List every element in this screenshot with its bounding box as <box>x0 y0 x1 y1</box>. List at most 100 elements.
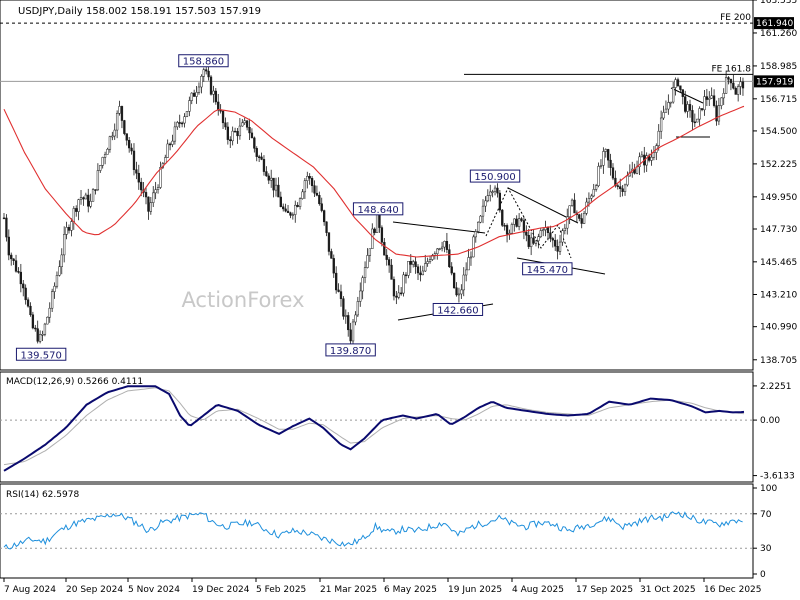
candle-body <box>137 172 140 183</box>
candle-body <box>525 231 528 236</box>
candle-body <box>515 218 518 227</box>
candle-body <box>123 120 126 134</box>
candle-body <box>734 87 737 95</box>
candle-body <box>236 131 239 137</box>
candle-body <box>96 170 100 191</box>
rsi-tick-label: 0 <box>760 570 766 580</box>
candle-body <box>180 122 184 125</box>
candle-body <box>551 238 554 241</box>
candle-body <box>672 87 675 103</box>
candle-body <box>623 184 627 192</box>
candle-body <box>294 204 297 215</box>
candle-body <box>89 201 92 207</box>
candle-body <box>587 198 591 203</box>
candle-body <box>481 205 485 217</box>
candle-body <box>674 79 677 88</box>
price-panel-frame <box>0 0 754 371</box>
macd-panel-frame <box>0 371 754 483</box>
candle-body <box>245 120 249 128</box>
candle-body <box>241 122 244 127</box>
candle-body <box>212 90 215 95</box>
macd-line <box>3 385 745 472</box>
price-tick-label: 143.210 <box>760 291 797 301</box>
candle-body <box>436 248 439 254</box>
candle-body <box>200 76 203 88</box>
price-annotation-box <box>522 262 573 276</box>
candle-body <box>43 323 47 335</box>
candle-body <box>226 126 230 140</box>
candle-body <box>195 92 198 97</box>
candle-body <box>433 253 437 256</box>
horizontal-levels: FE 200 FE 161.8 <box>0 13 753 82</box>
candle-body <box>542 229 545 232</box>
candle-body <box>566 216 569 229</box>
candle-body <box>383 242 386 256</box>
price-annotation-text: 139.570 <box>20 350 61 361</box>
candle-body <box>308 176 311 179</box>
candle-body <box>183 116 186 124</box>
price-annotation-box <box>15 347 67 361</box>
candle-body <box>513 218 516 225</box>
candle-body <box>342 298 345 317</box>
candle-body <box>171 140 174 145</box>
candle-body <box>465 269 468 276</box>
rsi-line <box>3 511 743 550</box>
candle-body <box>505 225 509 235</box>
candle-body <box>10 254 13 260</box>
candle-body <box>520 218 523 221</box>
candle-body <box>619 186 622 189</box>
candle-body <box>667 102 670 110</box>
candle-body <box>84 194 87 200</box>
candle-body <box>477 221 480 232</box>
candle-body <box>715 105 718 122</box>
candle-body <box>578 214 581 219</box>
date-tick-label: 21 Mar 2025 <box>320 585 377 595</box>
candle-body <box>491 191 494 193</box>
candle-body <box>50 291 54 309</box>
candle-body <box>503 225 506 227</box>
rsi-tick-label: 70 <box>760 510 772 520</box>
candle-body <box>135 169 138 174</box>
candle-body <box>255 148 258 157</box>
candle-body <box>279 196 282 208</box>
candle-body <box>330 251 333 259</box>
candle-body <box>368 248 372 256</box>
candle-body <box>5 217 8 238</box>
candle-body <box>332 258 335 274</box>
candle-body <box>349 329 352 342</box>
candle-body <box>144 192 148 198</box>
candle-body <box>597 166 600 186</box>
date-tick-label: 19 Jun 2025 <box>448 585 502 595</box>
price-annotation-text: 142.660 <box>437 305 478 316</box>
ohlc-label: 158.002 158.191 157.503 157.919 <box>86 6 261 17</box>
candle-body <box>604 149 607 152</box>
candle-body <box>82 197 85 200</box>
candle-body <box>599 165 603 167</box>
candle-body <box>111 135 114 138</box>
candle-body <box>698 108 701 120</box>
candle-body <box>532 237 535 244</box>
candle-body <box>265 171 268 177</box>
candle-body <box>445 241 449 250</box>
candle-body <box>113 129 116 137</box>
candle-body <box>103 154 107 158</box>
candle-body <box>640 154 644 158</box>
candle-body <box>688 104 692 111</box>
candle-body <box>717 105 721 122</box>
date-tick-label: 4 Aug 2025 <box>512 585 564 595</box>
candle-body <box>395 295 398 298</box>
candle-body <box>2 217 6 220</box>
price-tick-label: 145.465 <box>760 258 797 268</box>
candle-body <box>286 210 290 214</box>
candle-body <box>337 289 340 292</box>
candle-body <box>664 108 668 113</box>
candle-body <box>537 236 540 242</box>
candle-body <box>70 221 73 231</box>
moving-average-line <box>3 105 745 258</box>
candle-body <box>621 188 624 192</box>
candle-body <box>554 239 557 247</box>
price-tick-label: 154.500 <box>760 127 797 137</box>
candle-body <box>496 187 499 194</box>
candle-body <box>296 204 299 207</box>
